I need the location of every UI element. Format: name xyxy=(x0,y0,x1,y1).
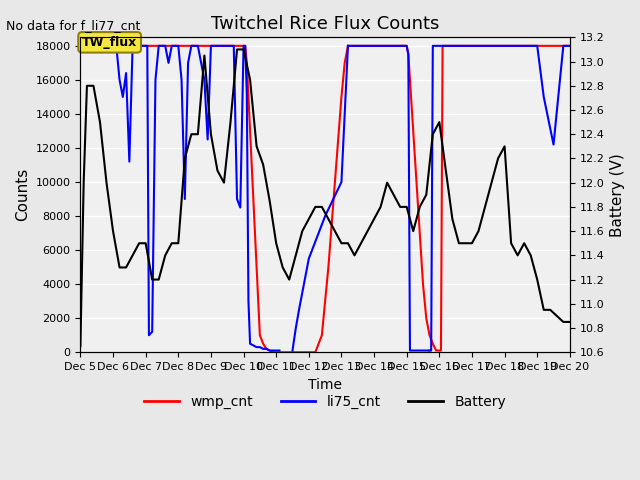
Legend: wmp_cnt, li75_cnt, Battery: wmp_cnt, li75_cnt, Battery xyxy=(139,389,511,415)
Y-axis label: Battery (V): Battery (V) xyxy=(610,153,625,237)
Title: Twitchel Rice Flux Counts: Twitchel Rice Flux Counts xyxy=(211,15,439,33)
Text: TW_flux: TW_flux xyxy=(82,36,138,49)
Text: No data for f_li77_cnt: No data for f_li77_cnt xyxy=(6,19,141,32)
Y-axis label: Counts: Counts xyxy=(15,168,30,221)
X-axis label: Time: Time xyxy=(308,377,342,392)
